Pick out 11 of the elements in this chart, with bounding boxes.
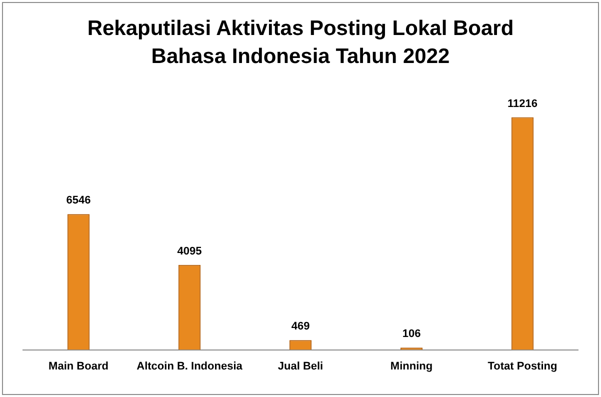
x-tick-label: Jual Beli	[278, 360, 324, 372]
data-label: 469	[291, 320, 310, 333]
x-tick-label: Main Board	[48, 360, 108, 372]
data-label: 11216	[508, 98, 538, 110]
x-tick-label: Altcoin B. Indonesia	[136, 360, 244, 372]
data-label: 6546	[66, 194, 91, 207]
x-tick-label: Totat Posting	[488, 360, 558, 372]
x-tick-label: Minning	[390, 360, 433, 372]
data-label: 106	[402, 328, 421, 340]
data-label: 4095	[177, 245, 202, 258]
chart-title: Rekaputilasi Aktivitas Posting Lokal Board Bahasa Indonesia Tahun 2022	[86, 16, 515, 70]
